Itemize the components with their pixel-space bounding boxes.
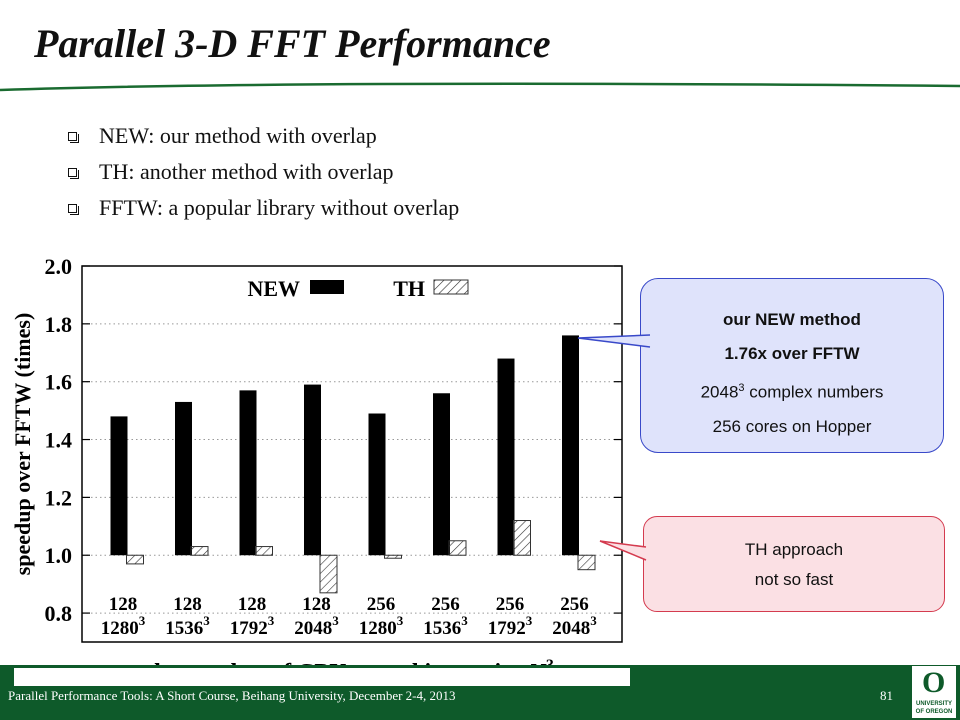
callout-th-line2: not so fast — [754, 570, 834, 589]
bar-th — [255, 546, 273, 556]
th-approach-callout: TH approach not so fast — [643, 516, 945, 612]
x-tick-label-n: 20483 — [294, 613, 339, 639]
bar-new — [304, 384, 321, 556]
bar-new — [562, 335, 579, 556]
bullet-text: NEW: our method with overlap — [99, 123, 377, 148]
footer-text: Parallel Performance Tools: A Short Cour… — [8, 688, 456, 703]
bar-th — [513, 520, 531, 556]
bullet-text: TH: another method with overlap — [99, 159, 394, 184]
x-tick-label-p: 256 — [560, 594, 589, 615]
checkbox-bullet-icon — [68, 167, 79, 179]
x-tick-label-n: 20483 — [552, 613, 597, 639]
callout-th-line1: TH approach — [744, 540, 844, 559]
bullet-item: TH: another method with overlap — [68, 154, 459, 190]
y-tick-label: 1.2 — [45, 485, 73, 510]
bar-th — [190, 546, 209, 556]
x-tick-label-n: 17923 — [488, 613, 533, 639]
bar-th — [448, 540, 467, 556]
bar-new — [175, 401, 192, 556]
bullet-list: NEW: our method with overlap TH: another… — [68, 118, 459, 226]
university-logo: O UNIVERSITY OF OREGON — [912, 666, 956, 718]
bar-new — [239, 390, 257, 556]
x-tick-label-n: 15363 — [423, 613, 468, 639]
speedup-bar-chart: 0.8 1.0 1.2 1.4 1.6 1.8 2.0 speedup over FFTW (… — [10, 254, 623, 665]
callout-new-line4: 256 cores on Hopper — [712, 416, 872, 436]
x-axis-label: the number of CPUs p and input size N3 — [146, 657, 554, 665]
plot-frame — [81, 265, 623, 643]
x-tick-label-n: 12803 — [359, 613, 404, 639]
x-tick-label-p: 128 — [109, 594, 138, 615]
y-tick-label: 1.4 — [45, 428, 73, 453]
bar-th — [126, 554, 144, 565]
legend-label-th: TH — [393, 276, 425, 301]
bar-th — [577, 554, 596, 571]
x-tick-label-p: 256 — [367, 594, 396, 615]
x-tick-label-n: 15363 — [165, 613, 210, 639]
bullet-item: NEW: our method with overlap — [68, 118, 459, 154]
callout-new-line1: our NEW method — [723, 310, 861, 329]
bar-new — [110, 416, 128, 556]
slide-title: Parallel 3-D FFT Performance — [34, 21, 551, 66]
y-tick-label: 2.0 — [45, 254, 73, 279]
bar-new — [497, 358, 515, 556]
new-method-callout: our NEW method 1.76x over FFTW 20483 com… — [640, 278, 944, 453]
bar-th — [319, 554, 338, 594]
title-underline — [0, 82, 960, 92]
y-axis-label: speedup over FFTW (times) — [10, 313, 35, 576]
y-tick-label: 0.8 — [45, 601, 73, 626]
y-tick-label: 1.8 — [45, 312, 73, 337]
checkbox-bullet-icon — [68, 131, 79, 143]
bullet-item: FFTW: a popular library without overlap — [68, 190, 459, 226]
page-number: 81 — [880, 688, 893, 703]
bar-th — [384, 554, 402, 559]
x-tick-label-p: 128 — [238, 594, 267, 615]
x-tick-label-p: 256 — [496, 594, 525, 615]
legend-label-new: NEW — [247, 276, 300, 301]
bullet-text: FFTW: a popular library without overlap — [99, 195, 460, 220]
bar-new — [368, 413, 386, 556]
legend-swatch-new — [310, 280, 344, 294]
callout-new-line2: 1.76x over FFTW — [724, 344, 860, 363]
x-tick-label-p: 128 — [302, 594, 331, 615]
legend-swatch-th — [433, 279, 469, 295]
x-tick-label-p: 256 — [431, 594, 460, 615]
footer-white-strip — [14, 668, 630, 686]
callout-new-line3: 20483 complex numbers — [700, 382, 884, 402]
y-tick-label: 1.0 — [45, 543, 73, 568]
x-tick-label-p: 128 — [173, 594, 202, 615]
bar-new — [433, 393, 450, 556]
checkbox-bullet-icon — [68, 203, 79, 215]
x-tick-label-n: 12803 — [101, 613, 146, 639]
x-tick-label-n: 17923 — [230, 613, 275, 639]
y-tick-label: 1.6 — [45, 370, 73, 395]
